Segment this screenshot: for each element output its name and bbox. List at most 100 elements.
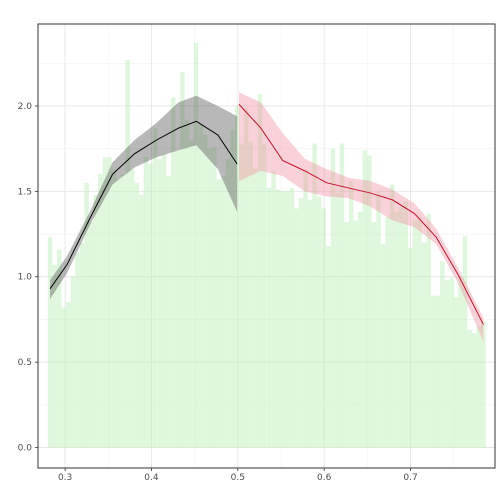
histogram-bar [435,295,440,448]
histogram-bar [335,193,340,448]
x-tick-label: 0.5 [231,473,245,483]
histogram-bar [198,124,203,448]
histogram-bar [285,191,290,448]
histogram-bar [275,189,281,448]
x-tick-label: 0.4 [144,473,159,483]
histogram-bar [476,326,482,448]
histogram-bar [234,105,240,448]
x-tick-label: 0.7 [403,473,417,483]
histogram-bar [134,182,140,448]
histogram-bar [225,158,231,448]
histogram-bar [102,157,108,448]
histogram-bar [389,184,395,448]
histogram-bar [129,169,135,448]
histogram-bar [326,246,331,448]
histogram-bar [47,237,53,448]
histogram-bar [344,222,349,448]
histogram-bar [202,135,208,448]
histogram-bar [148,164,153,448]
histogram-bar [376,191,381,448]
confidence-band-2 [238,92,484,342]
histogram-bar [93,194,98,448]
histogram-bar [399,206,404,448]
histogram-bar [212,146,217,448]
histogram-bar [394,211,399,448]
x-tick-label: 0.3 [58,473,72,483]
histogram-bar [152,128,158,448]
histogram-bar [262,143,267,448]
histogram-bar [143,157,149,448]
histogram-bar [481,321,486,448]
histogram-bar [307,199,313,448]
histogram-bar [180,71,185,448]
histogram-bar [467,329,472,448]
y-tick-label: 0.5 [18,358,32,368]
histogram-bar [175,150,181,448]
histogram-bar [166,175,171,448]
histogram-bar [253,169,258,448]
histogram-bar [316,196,322,448]
histogram-bar [79,242,85,448]
histogram-bar [371,222,377,448]
trend-line-2 [238,103,484,325]
histogram-bar [444,280,450,448]
histogram-bar [449,278,454,448]
histogram-bar [421,242,427,448]
y-tick-label: 2.0 [18,102,33,112]
histogram-bar [303,169,308,448]
histogram-bar [239,143,244,448]
histogram-bar [207,148,213,448]
histogram-bar [193,42,199,448]
histogram-bar [161,153,167,448]
grid-minor [38,24,495,468]
confidence-band-1 [50,95,238,299]
plot-background [38,24,495,468]
histogram-bar [230,129,235,448]
histogram-bar [362,150,368,448]
histogram-bar [298,198,304,448]
x-axis: 0.3 0.4 0.5 0.6 0.7 [58,468,418,483]
histogram-bar [170,97,176,448]
histogram-bar [294,208,299,448]
histogram-bar [321,208,326,448]
histogram-bar [70,276,76,448]
histogram-bar [408,247,413,448]
histogram-bar [412,220,418,448]
histogram-bar [61,307,67,448]
histogram-bar [216,179,222,448]
histogram-bar [472,333,477,448]
histogram-bar [339,143,345,448]
trend-lines [49,103,484,325]
histogram-bar [289,187,295,448]
histogram-bar [431,295,436,448]
histogram-bar [440,261,445,448]
y-tick-label: 1.0 [18,273,33,283]
histogram-bar [111,169,117,448]
confidence-bands [50,92,484,342]
y-tick-label: 1.5 [18,187,32,197]
histogram-bar [221,175,226,448]
histogram-bar [367,155,372,448]
histogram-bar [266,187,272,448]
histogram-bar [348,181,354,448]
histogram-bar [458,276,463,448]
histogram-bar [52,264,57,448]
y-axis: 0.0 0.5 1.0 1.5 2.0 [18,102,38,454]
histogram-bar [125,59,130,448]
histogram-bar [462,235,468,448]
y-tick-label: 0.0 [18,444,33,454]
histogram-bar [385,216,390,448]
plot-border [37,23,496,469]
histogram-bar [116,179,121,448]
histogram-bar [330,148,336,448]
histogram-bar [157,158,162,448]
histogram-bar [417,216,422,448]
histogram-bar [139,194,144,448]
histogram-bar [280,191,285,448]
histogram-bar [88,222,94,448]
histogram-bar [403,201,409,448]
histogram-bar [257,94,263,448]
trend-line-1 [49,120,238,289]
histogram-bar [56,249,62,448]
